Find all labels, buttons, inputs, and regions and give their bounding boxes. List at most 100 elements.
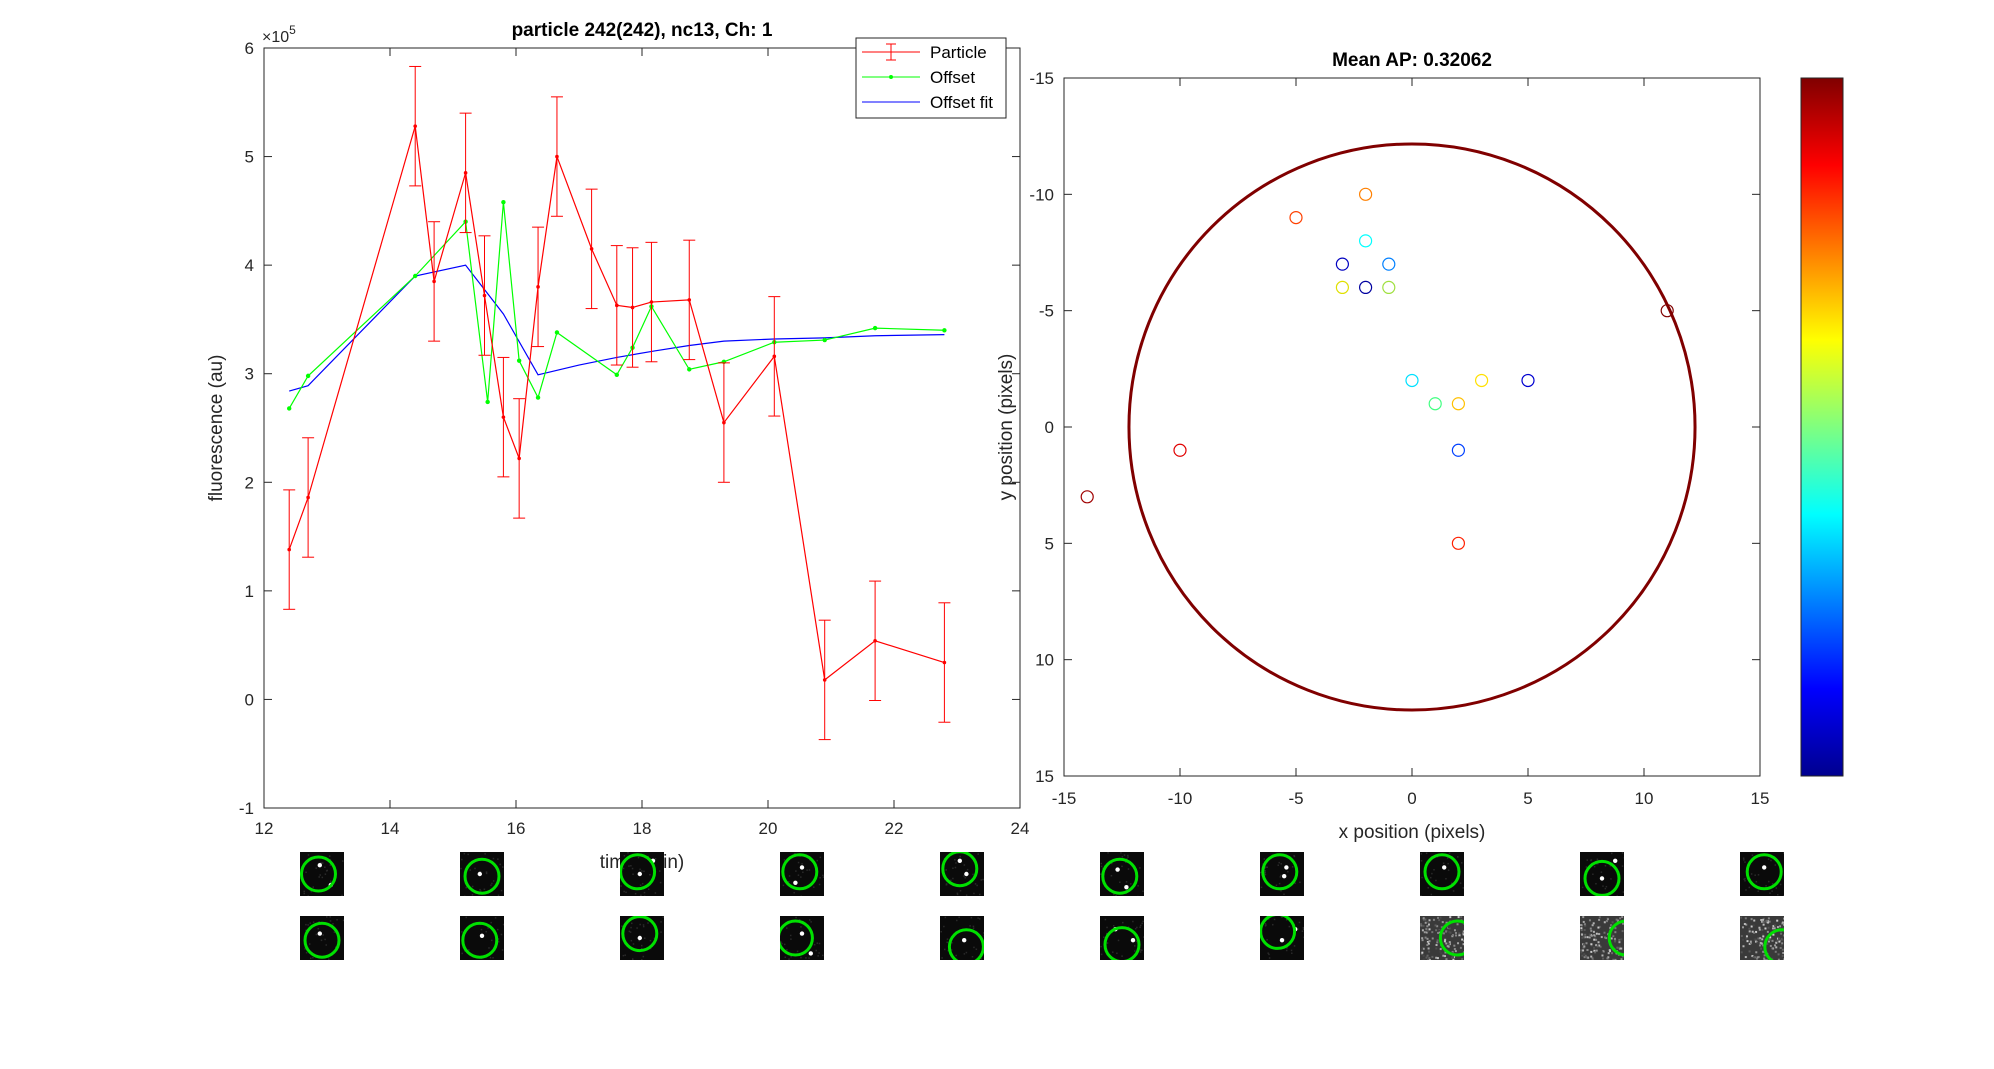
thumbnail-noise-pixel <box>1767 940 1770 943</box>
thumbnail-noise-pixel <box>1768 939 1771 942</box>
left-x-tick-label: 18 <box>633 819 652 838</box>
thumbnail-noise-pixel <box>982 878 984 881</box>
thumbnail-noise-pixel <box>1609 926 1612 929</box>
particle-position-marker <box>1521 373 1535 388</box>
thumbnail-noise-pixel <box>1428 919 1431 922</box>
thumbnail-noise-pixel <box>497 938 500 940</box>
thumbnail-noise-pixel <box>1462 932 1464 935</box>
thumbnail-noise-pixel <box>1616 919 1619 922</box>
thumbnail <box>780 916 824 960</box>
thumbnail-noise-pixel <box>1612 958 1615 960</box>
thumbnail-noise-pixel <box>1597 941 1600 944</box>
thumbnail-noise-pixel <box>1426 943 1429 946</box>
thumbnail-spot <box>808 951 813 956</box>
thumbnail-noise-pixel <box>1435 929 1438 932</box>
thumbnail-noise-pixel <box>329 916 331 918</box>
thumbnail-noise-pixel <box>1750 925 1753 928</box>
thumbnail-noise-pixel <box>1285 949 1288 952</box>
thumbnail-noise-pixel <box>1102 867 1104 869</box>
offset-point <box>822 337 827 343</box>
thumbnail-noise-pixel <box>823 916 824 919</box>
thumbnail-noise-pixel <box>1765 959 1768 960</box>
thumbnail-content <box>940 852 984 896</box>
thumbnail-background <box>940 916 984 960</box>
left-x-tick-label: 14 <box>381 819 400 838</box>
thumbnail-noise-pixel <box>1607 952 1610 955</box>
thumbnail-noise-pixel <box>623 890 625 893</box>
thumbnail-noise-pixel <box>1426 925 1429 928</box>
thumbnail-noise-pixel <box>818 952 820 954</box>
thumbnail-spot <box>1442 865 1447 870</box>
thumbnail-noise-pixel <box>1781 942 1784 945</box>
thumbnail-noise-pixel <box>1759 937 1762 940</box>
thumbnail-noise-pixel <box>1603 931 1606 934</box>
thumbnail-spot <box>637 871 642 877</box>
right-y-tick-label: 0 <box>1045 418 1054 437</box>
thumbnail-noise-pixel <box>818 942 821 945</box>
legend-entry-offset-fit: Offset fit <box>862 93 993 112</box>
thumbnail-noise-pixel <box>1775 887 1778 889</box>
right-y-tick-label: -15 <box>1029 69 1054 88</box>
thumbnail-noise-pixel <box>795 916 797 919</box>
thumbnail <box>940 916 984 960</box>
thumbnail-noise-pixel <box>639 884 642 887</box>
thumbnail-noise-pixel <box>1453 929 1456 932</box>
thumbnail-noise-pixel <box>305 951 308 954</box>
thumbnail-noise-pixel <box>1441 921 1444 924</box>
thumbnail-noise-pixel <box>1782 934 1784 937</box>
thumbnail-noise-pixel <box>1618 941 1621 944</box>
thumbnail-noise-pixel <box>1777 937 1780 940</box>
thumbnail-noise-pixel <box>1437 931 1440 934</box>
particle-position-marker <box>1173 443 1187 457</box>
thumbnail-noise-pixel <box>329 864 332 866</box>
thumbnail-noise-pixel <box>643 891 646 894</box>
thumbnail-noise-pixel <box>1780 939 1783 942</box>
right-axis-ticks: -15 -10 -5 0 5 10 15 -15 -10 -5 0 5 10 15 <box>1029 69 1769 808</box>
nucleus-circle <box>1127 142 1697 712</box>
thumbnail-spot <box>1279 938 1285 943</box>
thumbnail-noise-pixel <box>1113 925 1115 927</box>
legend-box <box>855 37 1007 119</box>
thumbnail-noise-pixel <box>1771 957 1774 960</box>
thumbnail-noise-pixel <box>1765 885 1767 887</box>
thumbnail-content <box>460 852 504 896</box>
thumbnail-noise-pixel <box>1121 955 1123 957</box>
thumbnail-noise-pixel <box>342 919 344 922</box>
offset-point <box>305 373 311 379</box>
thumbnail-noise-pixel <box>1773 924 1776 927</box>
thumbnail-noise-pixel <box>1781 954 1784 957</box>
thumbnail-noise-pixel <box>1582 943 1585 946</box>
particle-point <box>413 124 418 128</box>
thumbnail-noise-pixel <box>641 882 644 885</box>
right-x-axis-label: x position (pixels) <box>1339 822 1486 843</box>
thumbnail-noise-pixel <box>1621 852 1624 854</box>
thumbnail-noise-pixel <box>325 944 327 946</box>
thumbnail-noise-pixel <box>467 853 469 856</box>
thumbnail-noise-pixel <box>1611 933 1614 936</box>
thumbnail-noise-pixel <box>1290 949 1293 952</box>
thumbnail-content <box>300 916 344 960</box>
thumbnail-noise-pixel <box>1100 945 1102 948</box>
thumbnail-noise-pixel <box>971 955 974 958</box>
thumbnail-noise-pixel <box>1457 856 1459 858</box>
thumbnail-noise-pixel <box>474 867 476 870</box>
thumbnail-circle <box>461 921 499 959</box>
legend-label-particle: Particle <box>930 43 987 62</box>
thumbnail-noise-pixel <box>1611 921 1614 924</box>
thumbnail-content <box>1260 916 1304 960</box>
thumbnail-noise-pixel <box>1447 862 1449 865</box>
thumbnail-noise-pixel <box>1585 866 1588 868</box>
thumbnail-noise-pixel <box>1422 917 1425 920</box>
thumbnail-noise-pixel <box>1742 938 1745 941</box>
thumbnail-noise-pixel <box>1447 942 1450 945</box>
thumbnail-noise-pixel <box>1267 952 1269 954</box>
right-x-tick-label: -5 <box>1288 789 1303 808</box>
thumbnail-circle <box>463 857 501 895</box>
thumbnail-noise-pixel <box>1584 933 1587 936</box>
thumbnail-noise-pixel <box>788 958 790 960</box>
y-exponent-label: ×105 <box>262 23 296 46</box>
thumbnail-noise-pixel <box>1452 958 1455 960</box>
particle-point <box>501 415 506 419</box>
thumbnail-noise-pixel <box>801 863 803 865</box>
thumbnail-noise-pixel <box>1756 956 1759 959</box>
